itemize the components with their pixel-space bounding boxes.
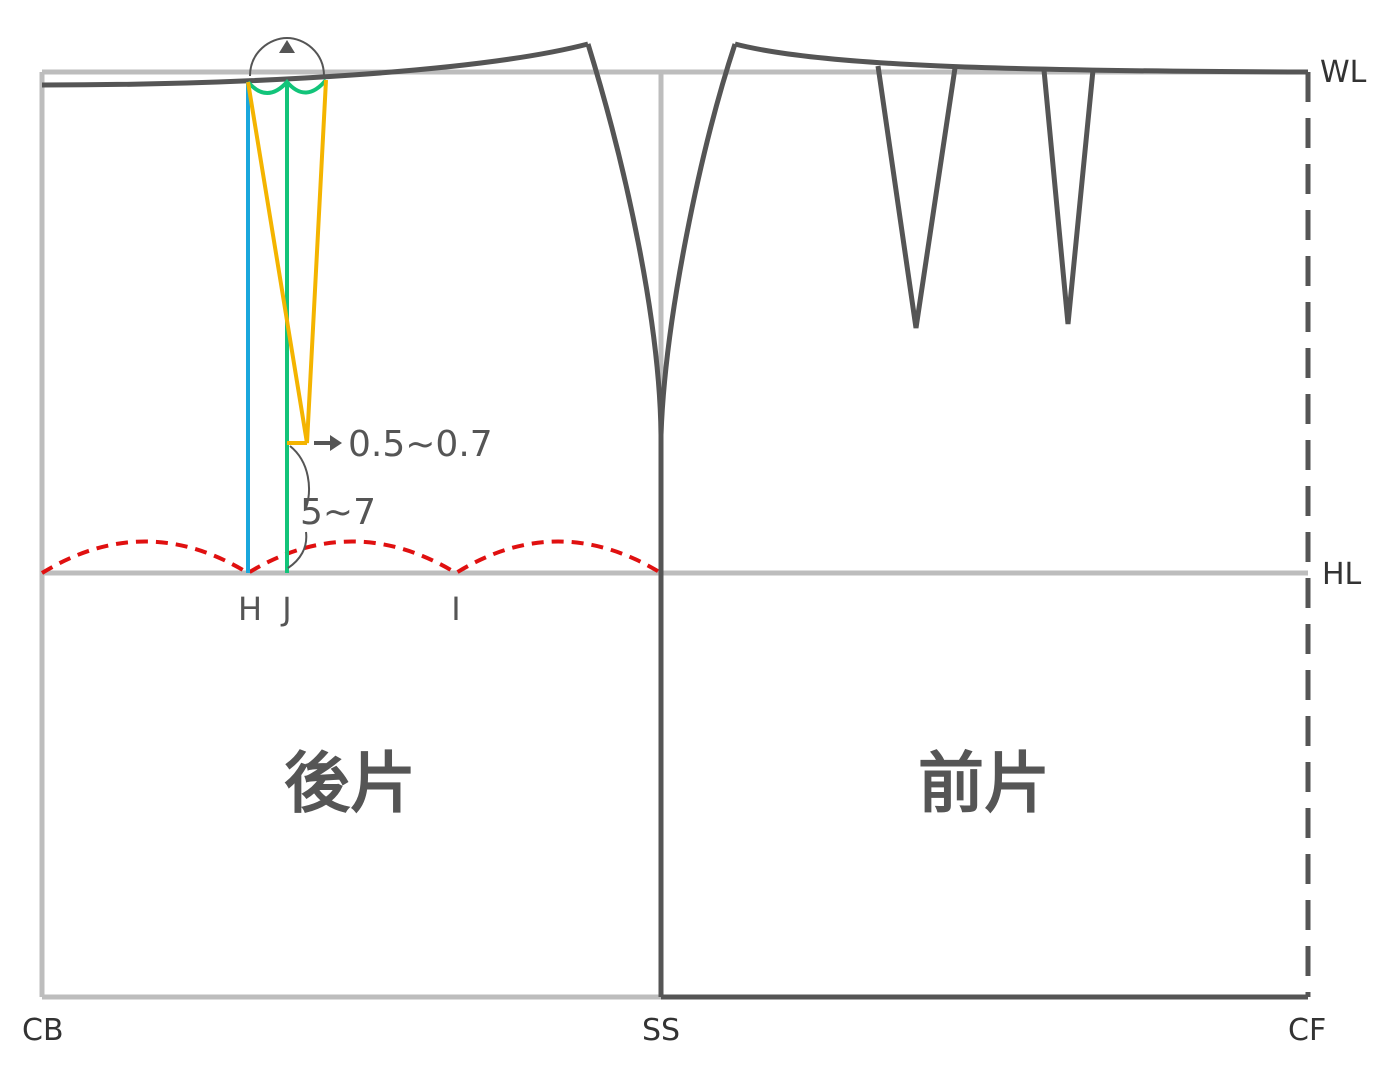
point-h-label: H xyxy=(238,590,262,628)
dart-length-bracket xyxy=(287,445,310,569)
front-waist-curve xyxy=(734,41,1309,75)
front-dart-1 xyxy=(875,65,958,329)
dart-top-arrow-icon xyxy=(279,40,295,53)
dart-shift-measurement: 0.5~0.7 xyxy=(348,424,493,465)
back-dart-construction xyxy=(246,36,342,573)
side-seam-label: SS xyxy=(642,1013,680,1048)
back-piece-title: 後片 xyxy=(284,745,416,822)
center-back-label: CB xyxy=(22,1013,64,1048)
point-i-label: I xyxy=(451,590,460,628)
back-waist-curve xyxy=(41,41,589,88)
dart-shorten-measurement: 5~7 xyxy=(300,492,376,533)
hip-line-label: HL xyxy=(1322,557,1362,592)
waist-line-label: WL xyxy=(1320,55,1367,90)
front-side-seam-curve xyxy=(658,43,738,436)
front-piece-title: 前片 xyxy=(918,745,1050,822)
offset-arrow-icon xyxy=(330,435,342,451)
dart-top-bracket xyxy=(249,36,325,77)
front-dart-2 xyxy=(1041,69,1096,325)
point-j-label: J xyxy=(280,590,291,628)
base-frame xyxy=(39,69,1308,1000)
hip-curve-dashed xyxy=(40,539,663,576)
back-side-seam-curve xyxy=(585,43,664,436)
center-front-label: CF xyxy=(1288,1013,1326,1048)
pattern-outline xyxy=(41,41,1311,1000)
green-waist-arcs xyxy=(246,78,328,95)
